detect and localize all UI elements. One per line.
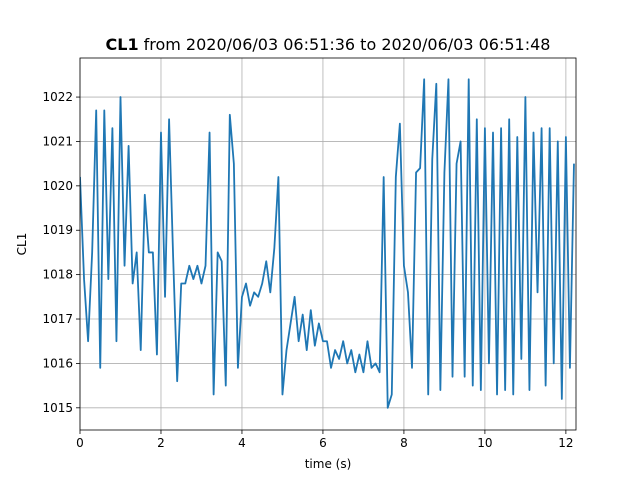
y-tick-label: 1021 bbox=[42, 134, 73, 148]
x-tick-label: 4 bbox=[238, 436, 246, 450]
y-tick-label: 1019 bbox=[42, 223, 73, 237]
x-tick-label: 12 bbox=[558, 436, 573, 450]
title-range: from 2020/06/03 06:51:36 to 2020/06/03 0… bbox=[144, 35, 551, 54]
y-tick-label: 1017 bbox=[42, 312, 73, 326]
y-tick-label: 1020 bbox=[42, 179, 73, 193]
y-axis-label: CL1 bbox=[15, 233, 29, 256]
title-label: CL1 bbox=[106, 35, 139, 54]
x-axis-label: time (s) bbox=[305, 457, 352, 471]
x-tick-label: 8 bbox=[400, 436, 408, 450]
x-tick-label: 2 bbox=[157, 436, 165, 450]
x-tick-label: 0 bbox=[76, 436, 84, 450]
data-line bbox=[80, 78, 575, 409]
x-tick-label: 6 bbox=[319, 436, 327, 450]
plot-frame bbox=[79, 57, 577, 431]
y-tick-label: 1022 bbox=[42, 90, 73, 104]
y-tick-label: 1018 bbox=[42, 268, 73, 282]
y-tick-label: 1015 bbox=[42, 401, 73, 415]
y-tick-label: 1016 bbox=[42, 356, 73, 370]
x-tick-label: 10 bbox=[477, 436, 492, 450]
chart-title: CL1 from 2020/06/03 06:51:36 to 2020/06/0… bbox=[106, 35, 551, 54]
